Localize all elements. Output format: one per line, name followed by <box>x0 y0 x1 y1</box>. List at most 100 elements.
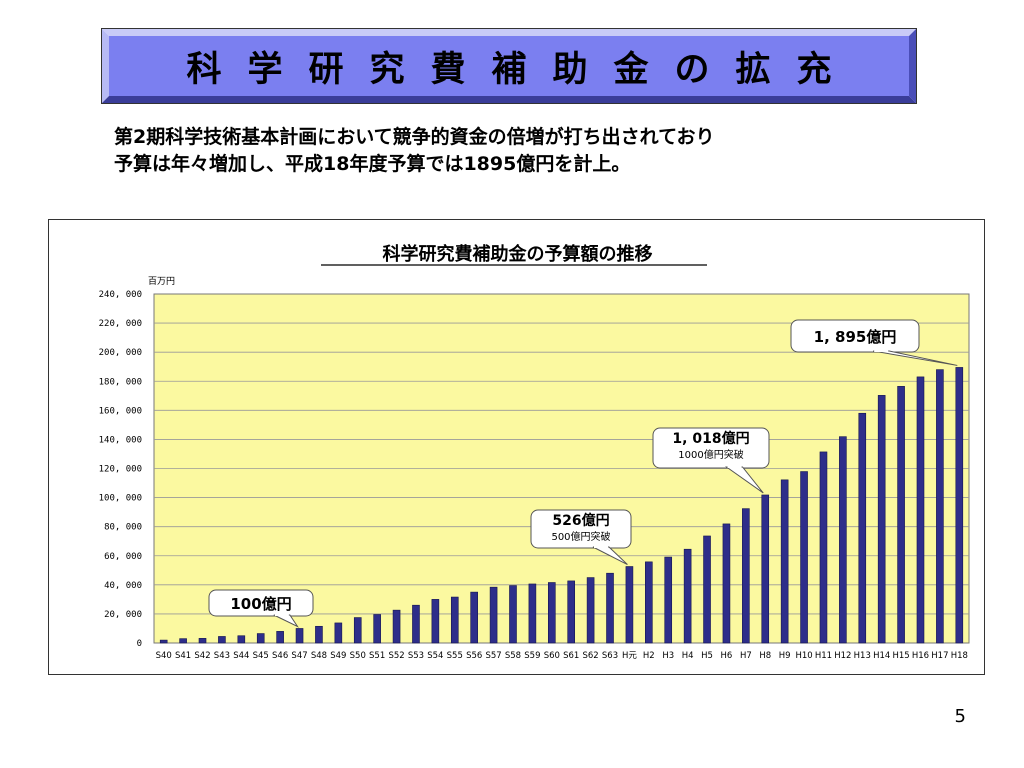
bar-S60 <box>547 582 556 644</box>
x-tick-label: H5 <box>701 651 713 661</box>
x-tick-label: S61 <box>563 651 579 661</box>
bar-H6 <box>722 523 731 644</box>
callout-box <box>790 319 920 353</box>
callout-label: 1, 895億円 <box>814 328 897 346</box>
subtitle-line-2: 予算は年々増加し、平成18年度予算では1895億円を計上。 <box>114 153 631 175</box>
bar-S55 <box>450 596 459 644</box>
bar-H15 <box>897 386 905 644</box>
x-tick-label: S46 <box>272 651 288 661</box>
x-tick-label: H7 <box>740 651 752 661</box>
callout-sublabel: 500億円突破 <box>551 530 610 543</box>
x-tick-label: H3 <box>662 651 674 661</box>
x-tick-label: H10 <box>795 651 812 661</box>
bar-H13 <box>858 412 867 644</box>
callout-box <box>208 589 314 617</box>
bar-S48 <box>315 625 323 644</box>
x-tick-label: S48 <box>311 651 327 661</box>
x-tick-label: S53 <box>408 651 424 661</box>
bar-H5 <box>703 535 711 644</box>
bar-S52 <box>392 609 401 644</box>
callout-label: 100億円 <box>230 595 291 613</box>
x-tick-label: H12 <box>834 651 851 661</box>
x-tick-label: S52 <box>388 651 404 661</box>
callout-sublabel: 1000億円突破 <box>678 448 743 461</box>
title-fill <box>109 36 909 96</box>
bar-S57 <box>489 586 498 644</box>
bar-H16 <box>916 376 925 644</box>
bar-S42 <box>198 638 207 644</box>
y-tick-label: 220, 000 <box>99 319 142 329</box>
x-tick-label: S49 <box>330 651 346 661</box>
x-tick-label: S54 <box>427 651 443 661</box>
x-tick-label: S59 <box>524 651 540 661</box>
x-tick-label: H15 <box>892 651 909 661</box>
x-tick-label: H17 <box>931 651 948 661</box>
x-tick-label: S42 <box>194 651 210 661</box>
x-tick-label: H8 <box>759 651 771 661</box>
y-tick-label: 140, 000 <box>99 435 142 445</box>
x-tick-label: H11 <box>815 651 832 661</box>
y-tick-label: 160, 000 <box>99 406 142 416</box>
callout-box <box>530 509 632 549</box>
x-tick-label: S62 <box>582 651 598 661</box>
bar-H10 <box>800 471 808 644</box>
x-tick-label: S55 <box>447 651 463 661</box>
bar-H11 <box>819 451 828 644</box>
page-number: 5 <box>954 706 966 727</box>
chart-title: 科学研究費補助金の予算額の推移 <box>383 243 653 265</box>
x-tick-label: S58 <box>505 651 521 661</box>
y-tick-label: 40, 000 <box>104 581 142 591</box>
slide-subtitle: 第2期科学技術基本計画において競争的資金の倍増が打ち出されており 予算は年々増加… <box>114 124 914 178</box>
x-tick-label: S60 <box>544 651 560 661</box>
x-tick-label: S44 <box>233 651 249 661</box>
bar-S63 <box>606 572 614 644</box>
bar-S47 <box>295 628 304 644</box>
bar-H7 <box>742 508 750 644</box>
x-tick-label: S63 <box>602 651 618 661</box>
x-tick-label: H14 <box>873 651 890 661</box>
bar-H8 <box>761 494 770 644</box>
bar-H12 <box>839 436 847 644</box>
x-tick-label: S41 <box>175 651 191 661</box>
bar-S59 <box>528 583 537 644</box>
chart-frame: 科学研究費補助金の予算額の推移 百万円 0 20, 000 40, 000 60, 000… <box>48 219 985 675</box>
y-tick-label: 60, 000 <box>104 552 142 562</box>
callout-box <box>652 427 770 469</box>
bar-H9 <box>780 479 789 644</box>
title-bevel-frame <box>101 28 917 104</box>
bar-H3 <box>664 556 673 644</box>
y-tick-label: 180, 000 <box>99 377 142 387</box>
bar-H4 <box>683 548 692 644</box>
bar-S43 <box>218 636 226 644</box>
x-tick-label: S50 <box>350 651 366 661</box>
x-tick-label: S43 <box>214 651 230 661</box>
y-tick-label: 80, 000 <box>104 523 142 533</box>
x-tick-label: S51 <box>369 651 385 661</box>
x-tick-label: S47 <box>291 651 307 661</box>
y-unit-label: 百万円 <box>148 276 175 287</box>
bar-H18 <box>955 367 964 644</box>
bar-H元 <box>625 566 634 644</box>
y-tick-label: 200, 000 <box>99 348 142 358</box>
x-tick-label: S45 <box>253 651 269 661</box>
bar-S58 <box>509 585 517 644</box>
x-tick-label: S40 <box>156 651 172 661</box>
bar-S56 <box>470 591 478 644</box>
x-tick-label: H9 <box>779 651 791 661</box>
bar-H14 <box>877 395 886 644</box>
bar-S46 <box>276 631 284 644</box>
y-tick-label: 20, 000 <box>104 610 142 620</box>
bar-H2 <box>645 561 653 644</box>
bar-S41 <box>179 638 187 644</box>
bar-S53 <box>412 604 420 644</box>
x-tick-label: H13 <box>854 651 871 661</box>
bar-S49 <box>334 622 343 644</box>
bar-S61 <box>567 580 576 644</box>
x-tick-label: S57 <box>485 651 501 661</box>
bar-S45 <box>256 633 265 644</box>
bar-S51 <box>373 614 381 644</box>
bar-S40 <box>159 639 168 644</box>
x-tick-label: H4 <box>682 651 694 661</box>
x-tick-label: H6 <box>721 651 733 661</box>
